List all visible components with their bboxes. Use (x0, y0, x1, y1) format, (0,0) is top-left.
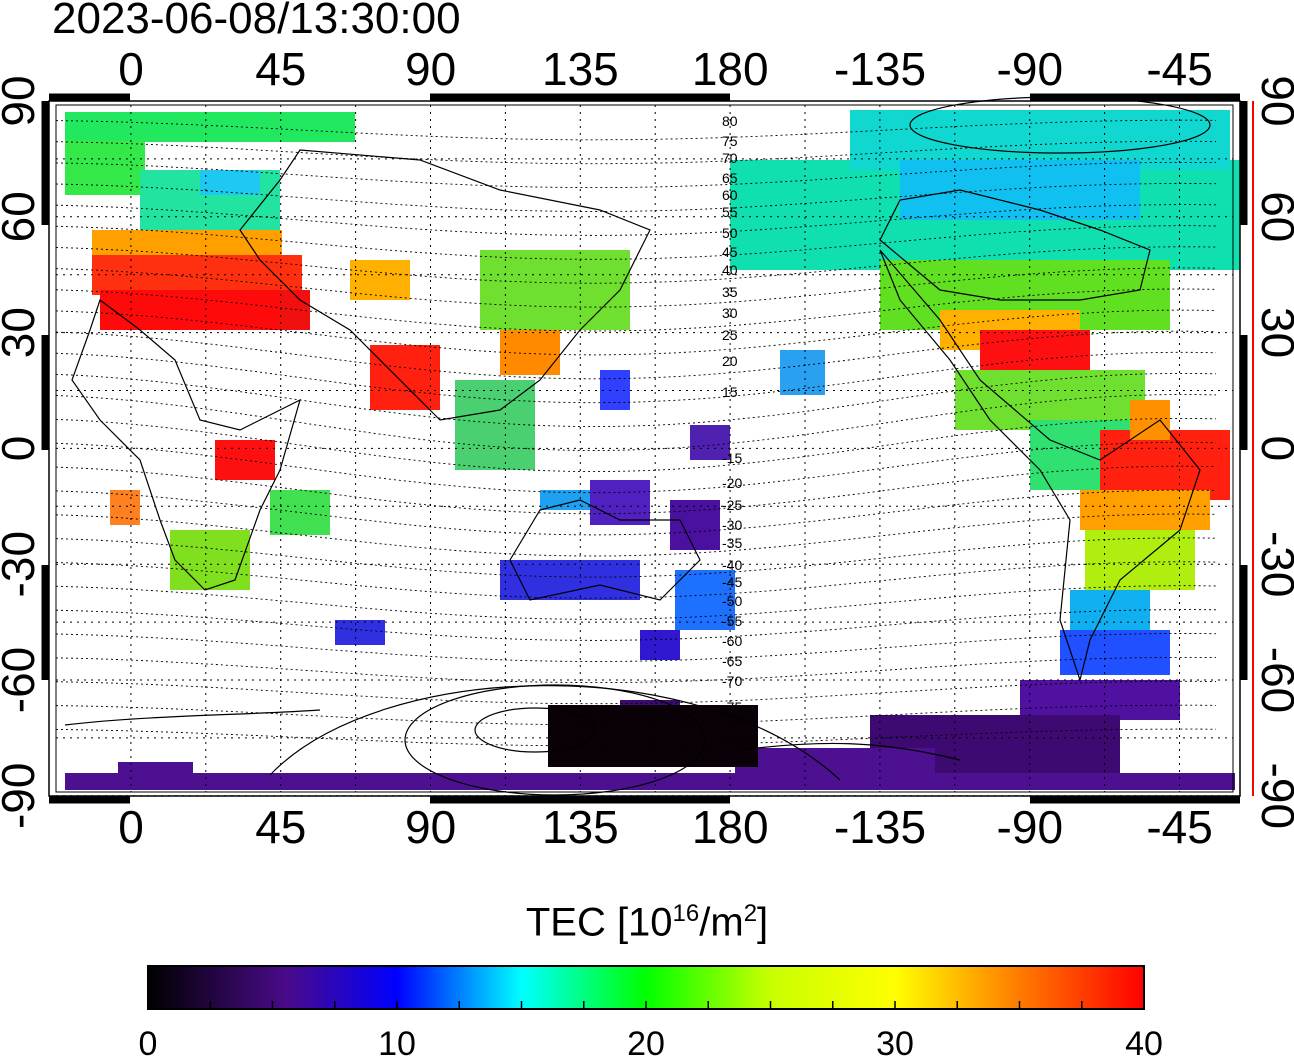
contour-label: -50 (722, 593, 742, 609)
contour-label: -65 (722, 653, 742, 669)
colorbar-label-main: TEC [10 (525, 900, 673, 945)
longitude-label: 45 (255, 43, 306, 95)
contour-label: -20 (722, 475, 742, 491)
longitude-label: 180 (692, 801, 769, 853)
contour-label: -25 (722, 497, 742, 513)
colorbar-ticks: 0 10 20 30 40 (139, 1001, 1163, 1057)
longitude-label: 0 (118, 43, 144, 95)
contour-label: 50 (722, 225, 738, 241)
longitude-label: -45 (1146, 43, 1212, 95)
contour-label: -15 (722, 450, 742, 466)
contour-label: 55 (722, 204, 738, 220)
coastlines (64, 149, 1201, 761)
colorbar-label-mid: /m (699, 900, 744, 945)
contour-label: -35 (722, 535, 742, 551)
contour-label: 70 (722, 150, 738, 166)
contour-label: -55 (722, 613, 742, 629)
contour-label: 75 (722, 133, 738, 149)
colorbar-tick-label: 30 (876, 1025, 914, 1057)
contour-label: -70 (722, 673, 742, 689)
latitude-label: 90 (1252, 75, 1294, 126)
contour-label: 30 (722, 305, 738, 321)
longitude-label: -90 (997, 801, 1063, 853)
longitude-label: 180 (692, 43, 769, 95)
latitude-label: -30 (1252, 531, 1294, 597)
contour-label: 60 (722, 187, 738, 203)
contour-label: 35 (722, 284, 738, 300)
right-axis-labels: 90 60 30 0 -30 -60 -90 (1252, 75, 1294, 829)
colorbar-tick-label: 20 (627, 1025, 665, 1057)
contour-label: 80 (722, 113, 738, 129)
top-axis-labels: 0 45 90 135 180 -135 -90 -45 (118, 43, 1213, 95)
colorbar-label-end: ] (757, 900, 769, 945)
contour-label: 40 (722, 262, 738, 278)
colorbar-tick-label: 40 (1125, 1025, 1163, 1057)
colorbar-label: TEC [1016/m2] (0, 900, 1294, 945)
latitude-label: -60 (0, 647, 44, 713)
contour-label: -45 (722, 574, 742, 590)
contour-label: 20 (722, 353, 738, 369)
latitude-label: 0 (0, 436, 44, 462)
longitude-label: 90 (405, 801, 456, 853)
latitude-label: -30 (0, 531, 44, 597)
colorbar-tick-label: 10 (378, 1025, 416, 1057)
longitude-label: -45 (1146, 801, 1212, 853)
colorbar-label-exp2: 2 (743, 900, 758, 927)
longitude-label: -90 (997, 43, 1063, 95)
latitude-label: -90 (0, 763, 44, 829)
graticule (55, 100, 1233, 797)
latitude-label: 0 (1252, 436, 1294, 462)
contour-label: -40 (722, 557, 742, 573)
contour-label: 15 (722, 384, 738, 400)
contour-label: -75 (722, 699, 742, 715)
south-pole-contours (269, 96, 1211, 796)
contour-label: 45 (722, 244, 738, 260)
colorbar-label-exp1: 16 (672, 900, 700, 927)
contour-label: 25 (722, 327, 738, 343)
longitude-label: 135 (542, 801, 619, 853)
longitude-label: 135 (542, 43, 619, 95)
bottom-axis-labels: 0 45 90 135 180 -135 -90 -45 (118, 801, 1213, 853)
contour-label: -60 (722, 633, 742, 649)
longitude-label: -135 (834, 43, 926, 95)
colorbar-tick-label: 0 (139, 1025, 158, 1057)
longitude-label: 45 (255, 801, 306, 853)
latitude-label: 60 (1252, 191, 1294, 242)
latitude-label: 30 (0, 307, 44, 358)
latitude-label: 60 (0, 191, 44, 242)
contour-label: 65 (722, 170, 738, 186)
tec-data-patches (65, 110, 1240, 790)
plot-title: 2023-06-08/13:30:00 (52, 0, 461, 43)
contour-label: -30 (722, 517, 742, 533)
left-axis-labels: 90 60 30 0 -30 -60 -90 (0, 75, 44, 829)
latitude-label: -90 (1252, 763, 1294, 829)
frame-border-segments (41, 93, 1248, 804)
latitude-label: 30 (1252, 307, 1294, 358)
longitude-label: 90 (405, 43, 456, 95)
longitude-label: 0 (118, 801, 144, 853)
latitude-label: -60 (1252, 647, 1294, 713)
longitude-label: -135 (834, 801, 926, 853)
magnetic-latitude-contours (55, 119, 1217, 747)
latitude-label: 90 (0, 75, 44, 126)
